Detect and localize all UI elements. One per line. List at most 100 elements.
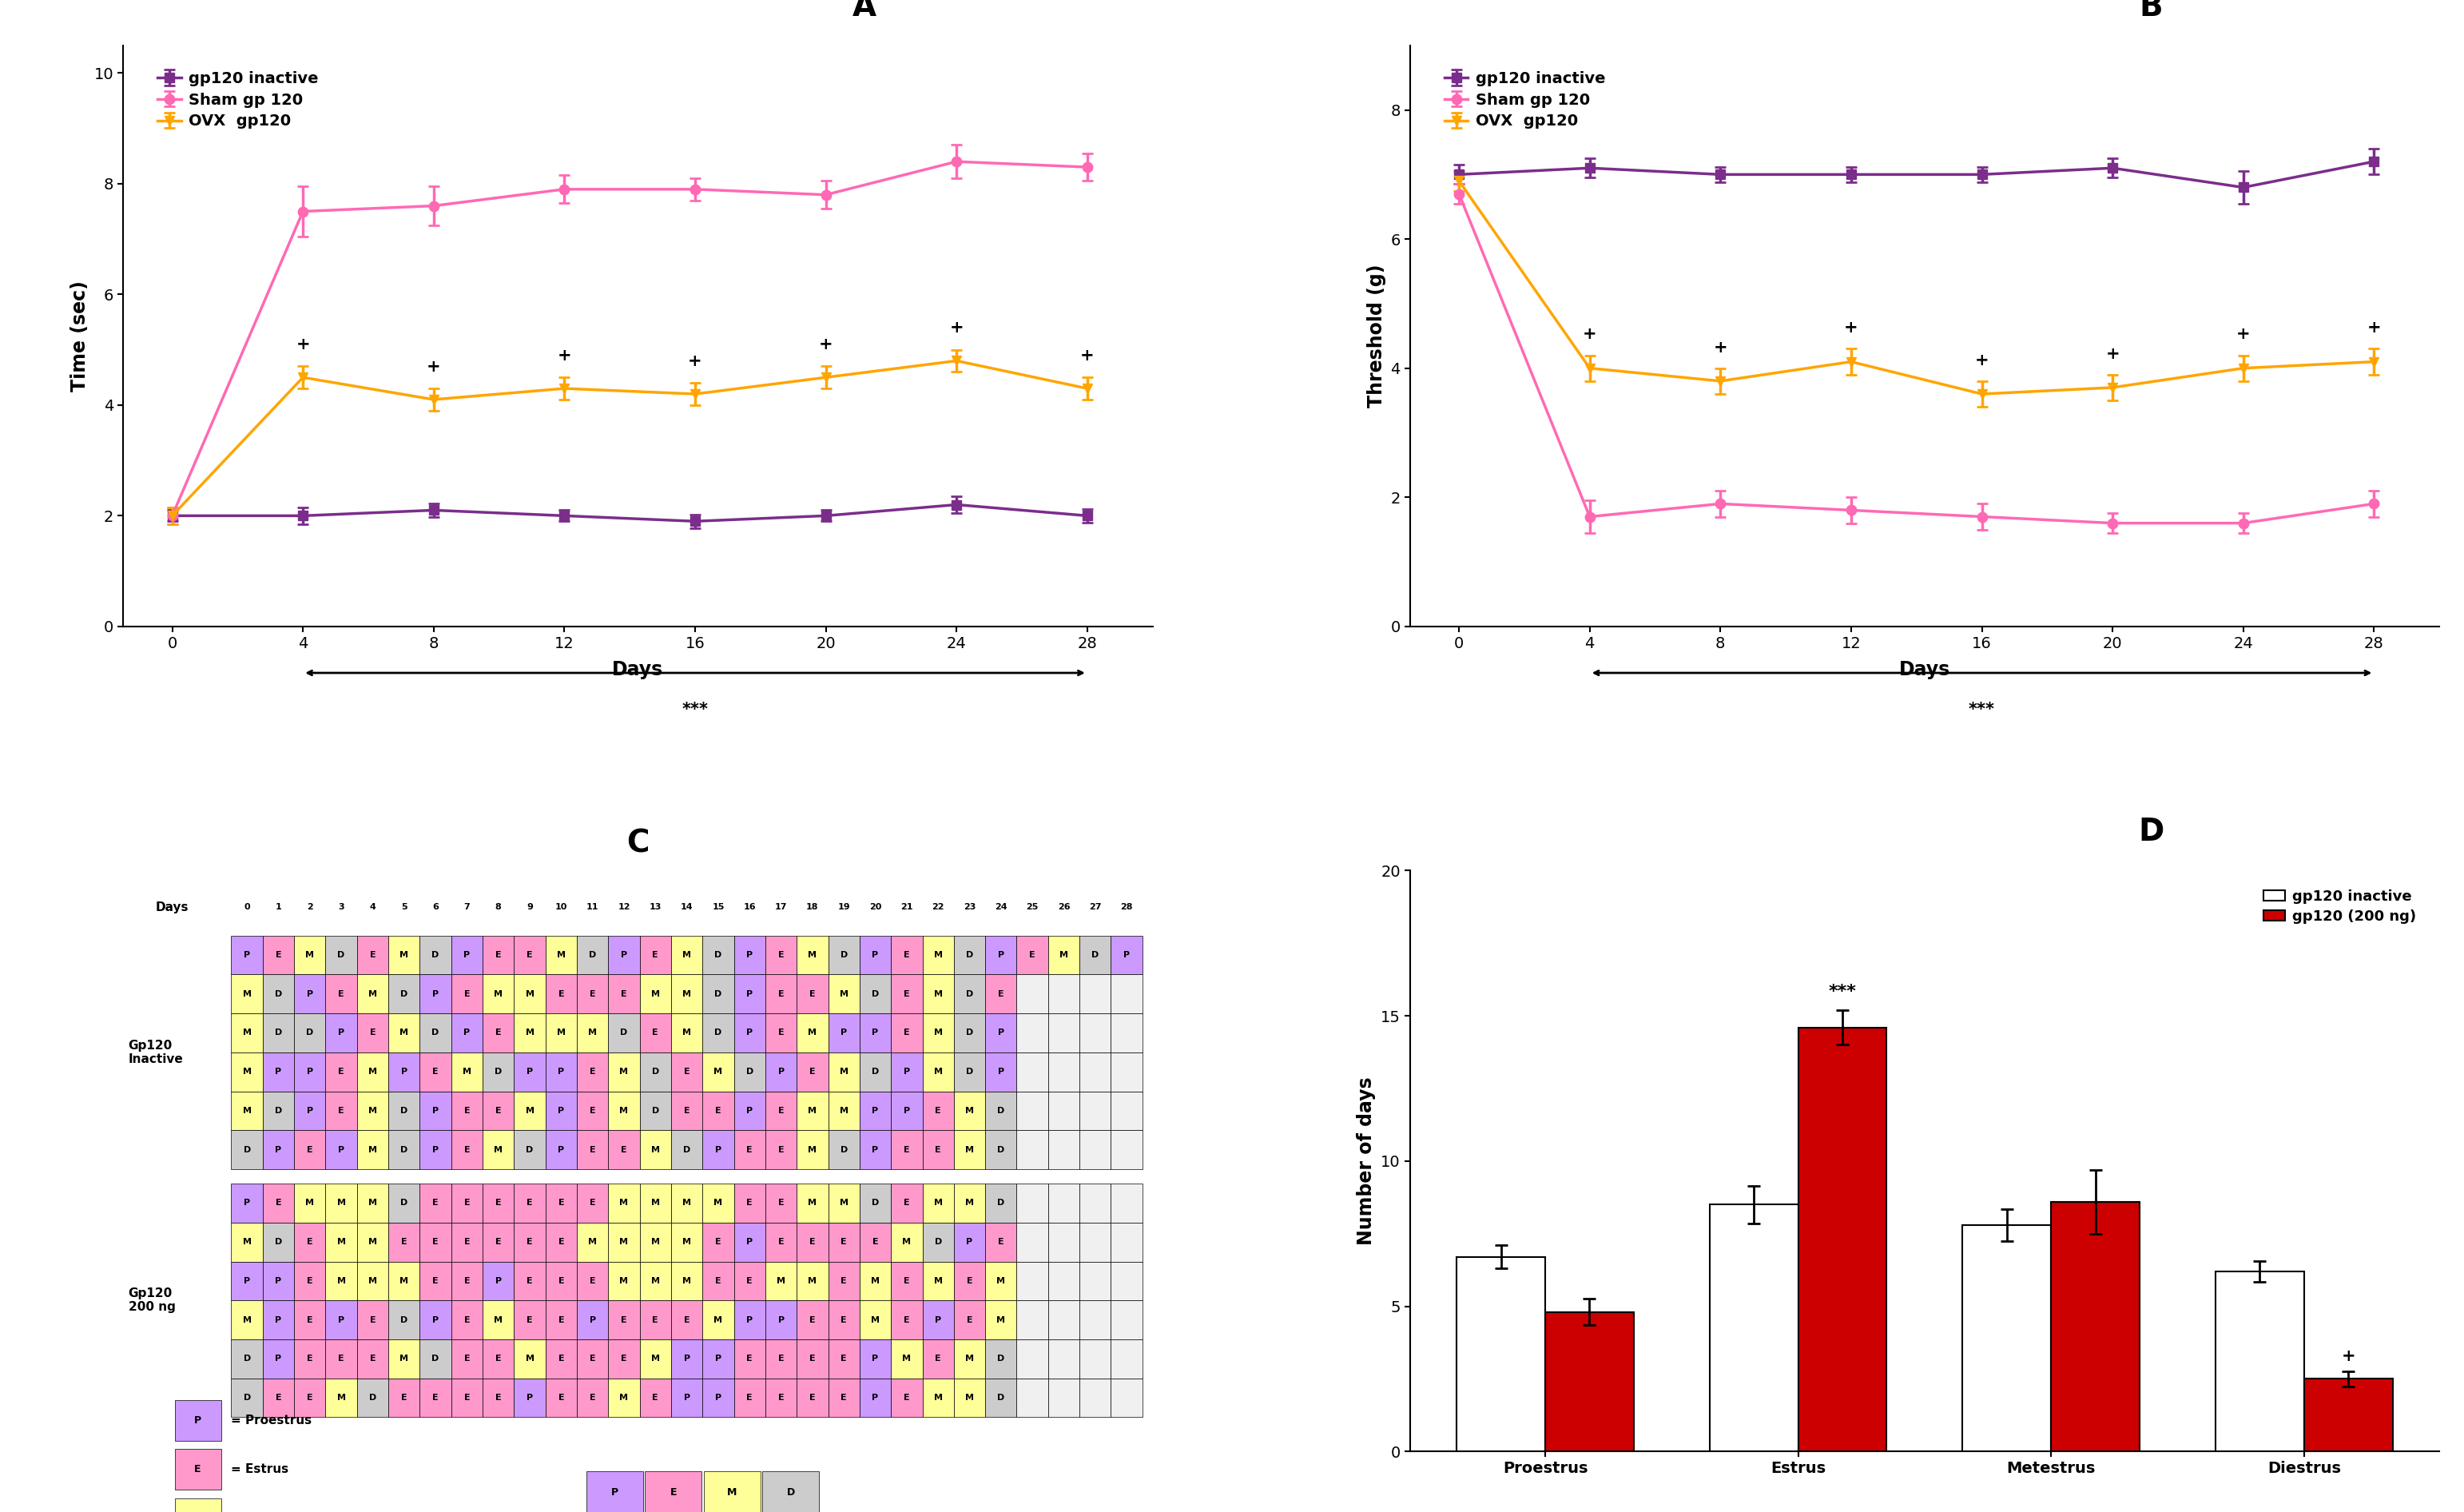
Bar (954, 1261, 986, 1300)
Bar (892, 1092, 922, 1129)
Bar (1047, 1379, 1079, 1417)
Text: M: M (399, 1278, 409, 1285)
X-axis label: Days: Days (611, 659, 663, 679)
Text: = Proestrus: = Proestrus (232, 1414, 313, 1426)
Bar (734, 974, 766, 1013)
Text: D: D (650, 1107, 658, 1114)
Bar (325, 1052, 357, 1092)
Bar (419, 1013, 451, 1052)
Text: D: D (786, 1488, 796, 1498)
Bar (670, 974, 702, 1013)
Bar (1111, 1379, 1143, 1417)
Bar (702, 1013, 734, 1052)
Text: E: E (747, 1355, 752, 1362)
Text: P: P (998, 951, 1005, 959)
Text: D: D (715, 951, 722, 959)
Text: D: D (399, 1199, 407, 1207)
Bar (922, 1379, 954, 1417)
Bar (483, 1092, 515, 1129)
Bar (734, 1013, 766, 1052)
Bar (389, 974, 419, 1013)
Bar (986, 1223, 1018, 1261)
Text: E: E (808, 1394, 816, 1402)
Bar (545, 1184, 577, 1223)
Text: D: D (431, 1355, 439, 1362)
Bar (766, 1379, 796, 1417)
Text: P: P (747, 1028, 754, 1037)
Text: E: E (557, 1199, 564, 1207)
Bar (641, 974, 670, 1013)
Bar (922, 1261, 954, 1300)
Bar (860, 1052, 892, 1092)
Text: E: E (308, 1315, 313, 1325)
Text: E: E (779, 1394, 784, 1402)
Bar (293, 1300, 325, 1340)
Bar (515, 1013, 545, 1052)
Bar (954, 1184, 986, 1223)
Bar (1047, 1129, 1079, 1169)
Text: E: E (527, 1278, 532, 1285)
Text: E: E (370, 1355, 375, 1362)
Text: M: M (715, 1067, 722, 1077)
Text: D: D (399, 990, 407, 998)
Text: P: P (244, 951, 251, 959)
Bar (796, 1340, 828, 1379)
Text: M: M (241, 1315, 251, 1325)
Text: D: D (872, 1067, 880, 1077)
Text: M: M (808, 951, 818, 959)
Text: P: P (872, 1146, 880, 1154)
Bar (577, 1129, 609, 1169)
Bar (293, 1261, 325, 1300)
Bar (670, 1223, 702, 1261)
Bar (357, 1184, 389, 1223)
Text: M: M (525, 1107, 535, 1114)
Text: D: D (431, 951, 439, 959)
Bar (670, 1092, 702, 1129)
Bar (483, 1300, 515, 1340)
Text: P: P (244, 1278, 251, 1285)
Text: M: M (934, 990, 944, 998)
Text: P: P (904, 1067, 909, 1077)
Bar (922, 936, 954, 974)
Text: E: E (495, 1199, 500, 1207)
Text: E: E (434, 1199, 439, 1207)
Bar (954, 1340, 986, 1379)
Text: +: + (687, 354, 702, 369)
Text: D: D (966, 1028, 973, 1037)
Text: 28: 28 (1121, 903, 1133, 912)
Text: M: M (367, 1146, 377, 1154)
Bar (577, 1052, 609, 1092)
Text: E: E (779, 1028, 784, 1037)
Text: +: + (557, 348, 572, 363)
Text: E: E (904, 1315, 909, 1325)
Bar (264, 1261, 293, 1300)
Bar (515, 1184, 545, 1223)
Bar (796, 1300, 828, 1340)
Bar (1047, 1052, 1079, 1092)
Bar (609, 936, 641, 974)
Text: E: E (747, 1278, 752, 1285)
Bar (325, 1300, 357, 1340)
Bar (609, 1092, 641, 1129)
Text: E: E (653, 1028, 658, 1037)
Bar (892, 974, 922, 1013)
Text: E: E (589, 1355, 596, 1362)
Bar (419, 936, 451, 974)
Bar (954, 1013, 986, 1052)
Bar (264, 974, 293, 1013)
Bar (796, 1184, 828, 1223)
Bar (734, 1129, 766, 1169)
Bar (986, 936, 1018, 974)
Bar (1018, 1340, 1047, 1379)
Text: E: E (779, 1238, 784, 1246)
Text: P: P (338, 1315, 345, 1325)
Text: D: D (370, 1394, 377, 1402)
Bar (389, 1013, 419, 1052)
Text: D: D (244, 1394, 251, 1402)
Bar (515, 1092, 545, 1129)
Text: E: E (934, 1355, 941, 1362)
Bar (325, 1379, 357, 1417)
Text: M: M (776, 1278, 786, 1285)
Text: M: M (525, 990, 535, 998)
Bar (357, 1379, 389, 1417)
